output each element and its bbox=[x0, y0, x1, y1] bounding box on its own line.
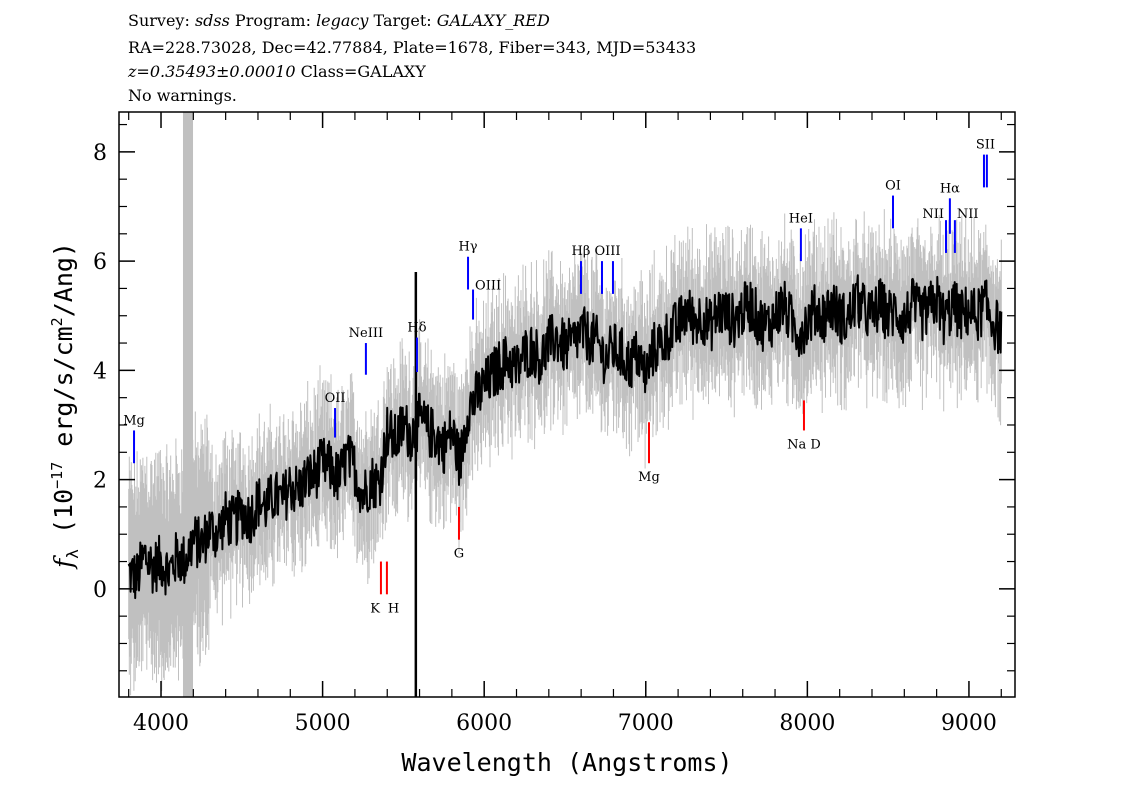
redshift: z=0.35493±0.00010 bbox=[128, 62, 296, 81]
y-tick-label: 4 bbox=[93, 359, 107, 384]
target-value: GALAXY_RED bbox=[436, 11, 550, 30]
line-label: Hβ bbox=[572, 244, 591, 259]
line-label: OIII bbox=[475, 279, 501, 294]
line-label: Mg bbox=[638, 470, 660, 485]
line-label: OIII bbox=[594, 244, 620, 259]
line-label: Mg bbox=[123, 413, 145, 428]
y-tick-label: 8 bbox=[93, 141, 107, 166]
x-tick-label: 4000 bbox=[133, 711, 189, 736]
x-tick-label: 8000 bbox=[779, 711, 835, 736]
line-label: OI bbox=[885, 179, 901, 194]
x-tick-label: 9000 bbox=[941, 711, 997, 736]
line-label: HeI bbox=[789, 211, 813, 226]
line-label: SII bbox=[976, 138, 995, 153]
program-label: Program: bbox=[234, 11, 311, 30]
header-line-1: Survey: sdss Program: legacy Target: GAL… bbox=[128, 10, 550, 32]
line-label: Hγ bbox=[458, 240, 477, 255]
y-tick-label: 6 bbox=[93, 250, 107, 275]
error-band bbox=[128, 209, 1002, 696]
header-line-2: RA=228.73028, Dec=42.77884, Plate=1678, … bbox=[128, 38, 697, 57]
line-label: NII bbox=[957, 207, 979, 222]
y-tick-label: 0 bbox=[93, 578, 107, 603]
x-tick-label: 6000 bbox=[456, 711, 512, 736]
line-label: G bbox=[454, 547, 464, 562]
x-axis-title: Wavelength (Angstroms) bbox=[401, 748, 732, 777]
line-label: Hδ bbox=[407, 321, 426, 336]
plot-frame bbox=[118, 111, 1016, 698]
x-tick-label: 5000 bbox=[295, 711, 351, 736]
line-label: OII bbox=[325, 391, 346, 406]
target-label: Target: bbox=[373, 11, 432, 30]
survey-value: sdss bbox=[194, 11, 230, 30]
masked-region bbox=[182, 112, 194, 697]
header-line-3: z=0.35493±0.00010 Class=GALAXY bbox=[128, 61, 426, 83]
class: Class=GALAXY bbox=[300, 62, 426, 81]
plot-area bbox=[127, 112, 1003, 697]
y-axis-title: fλ (10−17 erg/s/cm2/Ang) bbox=[48, 242, 82, 570]
line-label: Hα bbox=[940, 181, 960, 196]
header-warnings: No warnings. bbox=[128, 86, 237, 105]
line-label: H bbox=[388, 601, 399, 616]
y-tick-label: 2 bbox=[93, 469, 107, 494]
x-tick-label: 7000 bbox=[618, 711, 674, 736]
line-label: NII bbox=[922, 207, 944, 222]
survey-label: Survey: bbox=[128, 11, 190, 30]
flux-line bbox=[127, 274, 1003, 600]
line-label: K bbox=[370, 601, 380, 616]
program-value: legacy bbox=[316, 11, 369, 30]
line-label: Na D bbox=[787, 437, 821, 452]
line-label: NeIII bbox=[349, 326, 383, 341]
